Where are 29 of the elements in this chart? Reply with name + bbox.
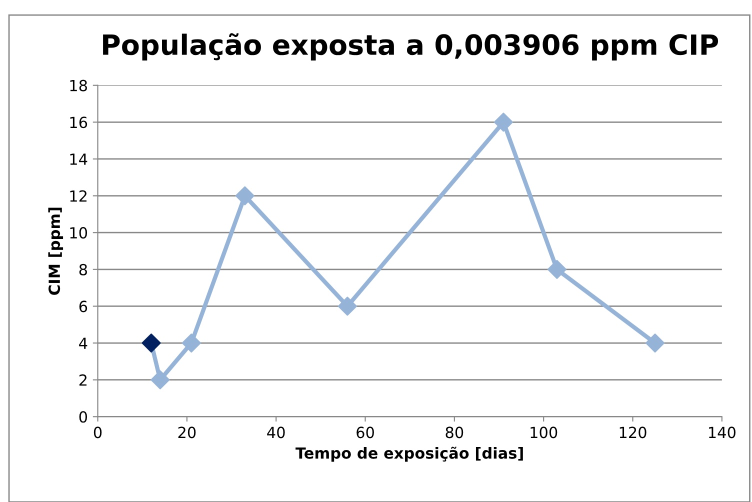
y-tick-label: 12 bbox=[70, 190, 87, 202]
x-tick-label: 60 bbox=[356, 426, 374, 438]
point bbox=[338, 296, 357, 316]
point bbox=[494, 112, 513, 132]
x-tick-label: 120 bbox=[620, 426, 646, 438]
point bbox=[142, 334, 161, 353]
y-tick-label: 0 bbox=[79, 411, 88, 423]
y-tick-label: 10 bbox=[70, 227, 88, 239]
y-axis-title: CIM [ppm] bbox=[48, 208, 64, 295]
point bbox=[150, 370, 170, 390]
y-tick-label: 8 bbox=[79, 264, 87, 276]
chart-title: População exposta a 0,003906 ppm CIP bbox=[103, 33, 718, 61]
x-tick-label: 140 bbox=[709, 426, 736, 438]
x-tick-label: 40 bbox=[267, 426, 285, 438]
x-tick-label: 20 bbox=[178, 426, 196, 438]
x-tick-label: 80 bbox=[446, 426, 464, 438]
x-tick-label: 100 bbox=[530, 426, 558, 438]
y-tick-label: 4 bbox=[79, 338, 88, 349]
point bbox=[646, 334, 665, 353]
point bbox=[547, 260, 566, 279]
y-tick-label: 14 bbox=[70, 154, 88, 165]
point bbox=[235, 186, 254, 206]
y-tick-label: 2 bbox=[79, 374, 87, 386]
y-tick-label: 18 bbox=[70, 80, 87, 92]
point bbox=[182, 334, 201, 353]
x-axis-title: Tempo de exposição [dias] bbox=[296, 446, 523, 462]
y-tick-label: 6 bbox=[79, 300, 88, 312]
x-tick-label: 0 bbox=[94, 426, 102, 438]
y-tick-label: 16 bbox=[70, 116, 88, 128]
